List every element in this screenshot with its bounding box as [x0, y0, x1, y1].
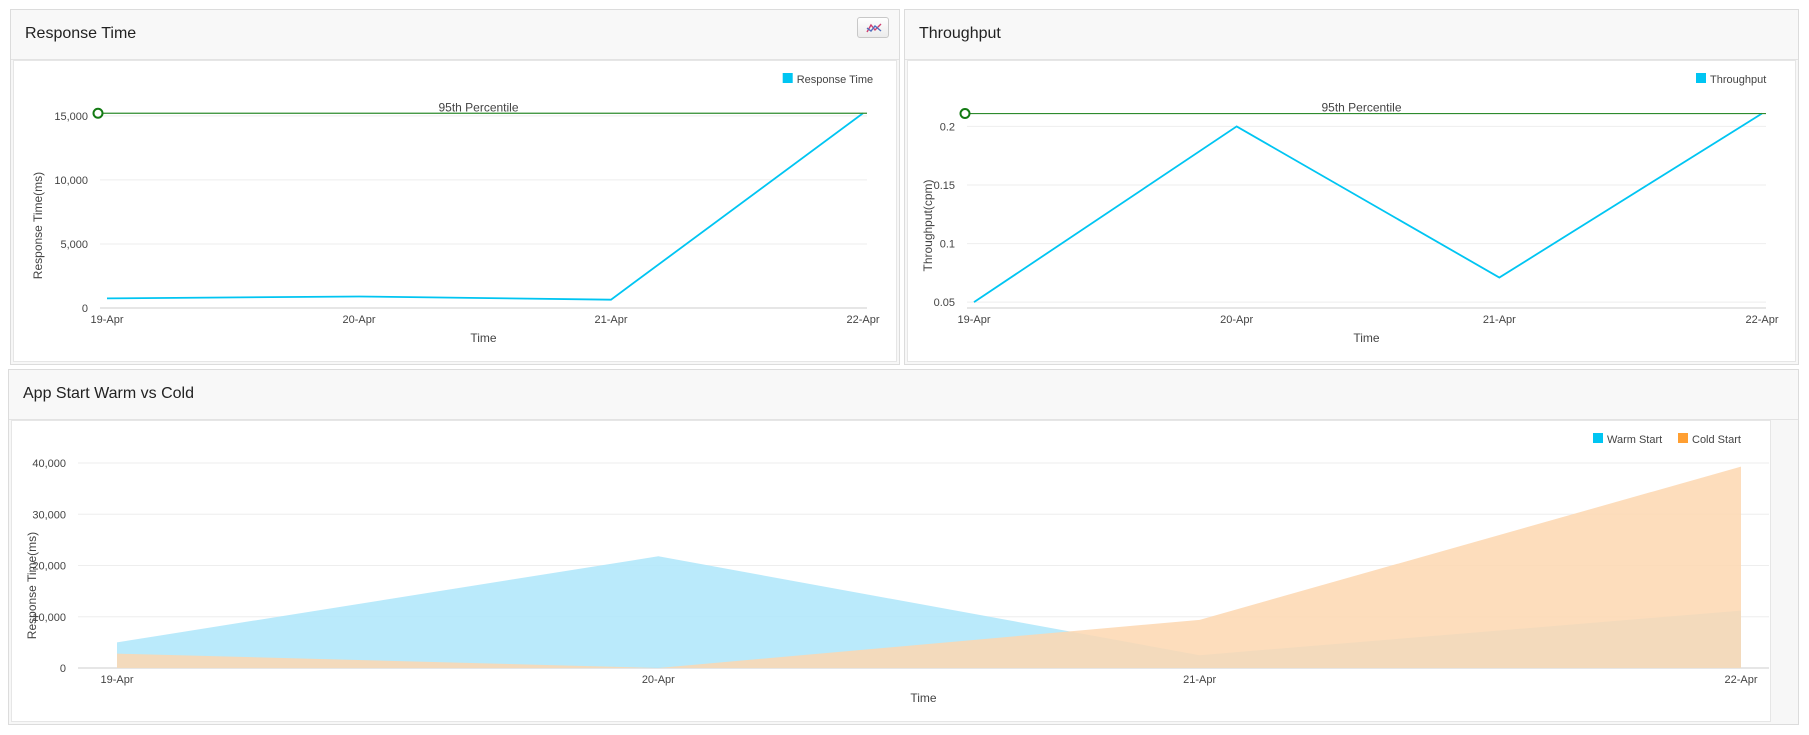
x-tick-label: 19-Apr: [100, 674, 133, 686]
app-start-panel-header: App Start Warm vs Cold: [9, 370, 1798, 420]
y-tick-label: 10,000: [54, 175, 88, 187]
throughput-chart: 0.05 0.1 0.15 0.2 19-Apr 20-Apr 21-Apr 22-Apr Ti…: [921, 73, 1779, 345]
panel-title: Throughput: [919, 25, 1001, 42]
x-axis-title: Time: [1353, 331, 1380, 345]
x-axis-title: Time: [910, 691, 937, 705]
x-axis-title: Time: [470, 331, 497, 345]
x-tick-label: 19-Apr: [957, 314, 990, 326]
y-axis-title: Throughput(cpm): [921, 179, 935, 271]
legend-swatch: [1696, 73, 1706, 83]
line-series-response-time: [106, 112, 864, 301]
panel-title: Response Time: [25, 25, 137, 42]
area-series-cold-start: [117, 466, 1741, 668]
legend-label: Warm Start: [1607, 434, 1662, 446]
percentile-marker: [959, 108, 971, 120]
app-start-chart-area: 0 10,000 20,000 30,000 40,000 19-Apr 20-Apr 21-…: [11, 420, 1771, 722]
percentile-label: 95th Percentile: [438, 100, 518, 114]
y-tick-label: 0.2: [940, 121, 955, 133]
percentile-label: 95th Percentile: [1321, 101, 1401, 115]
panel-title: App Start Warm vs Cold: [23, 385, 195, 402]
x-tick-label: 22-Apr: [1724, 674, 1757, 686]
y-axis-title: Response Time(ms): [31, 172, 45, 279]
legend-swatch: [782, 73, 793, 83]
response-time-panel-header: Response Time: [11, 10, 899, 60]
x-tick-label: 20-Apr: [1220, 314, 1253, 326]
line-series-throughput: [973, 112, 1763, 303]
y-tick-label: 0.15: [934, 180, 955, 192]
response-time-chart-area: 0 5,000 10,000 15,000 19-Apr 20-Apr 21-Apr 22-A…: [13, 60, 897, 362]
legend-swatch: [1593, 433, 1603, 443]
y-tick-label: 5,000: [60, 239, 88, 251]
y-tick-label: 0.1: [940, 239, 955, 251]
legend-label: Response Time: [797, 74, 873, 86]
legend-label: Cold Start: [1692, 434, 1741, 446]
x-tick-label: 19-Apr: [90, 314, 123, 326]
chart-type-toggle-button[interactable]: [857, 17, 889, 38]
x-tick-label: 20-Apr: [642, 674, 675, 686]
x-tick-label: 21-Apr: [594, 314, 627, 326]
y-tick-label: 10,000: [32, 612, 66, 624]
x-tick-label: 21-Apr: [1483, 314, 1516, 326]
y-tick-label: 40,000: [32, 458, 66, 470]
response-time-chart: 0 5,000 10,000 15,000 19-Apr 20-Apr 21-Apr 22-A…: [31, 73, 880, 345]
y-tick-label: 20,000: [32, 561, 66, 573]
throughput-panel: Throughput 0.05 0.1 0.15 0.2 19-Apr 20-Apr 21-…: [904, 9, 1799, 365]
legend-swatch: [1678, 433, 1688, 443]
throughput-panel-header: Throughput: [905, 10, 1798, 60]
y-tick-label: 30,000: [32, 509, 66, 521]
chart-type-icon: [866, 23, 882, 33]
y-tick-label: 0.05: [934, 297, 955, 309]
app-start-panel: App Start Warm vs Cold 0 10,000 20,000 30,0…: [8, 369, 1799, 725]
throughput-chart-area: 0.05 0.1 0.15 0.2 19-Apr 20-Apr 21-Apr 22-Apr Ti…: [907, 60, 1796, 362]
y-tick-label: 15,000: [54, 111, 88, 123]
percentile-marker: [92, 107, 104, 119]
legend-label: Throughput: [1710, 74, 1766, 86]
x-tick-label: 22-Apr: [846, 314, 879, 326]
response-time-panel: Response Time 0 5,000 10,000 15,000 19-Apr 20…: [10, 9, 900, 365]
app-start-chart: 0 10,000 20,000 30,000 40,000 19-Apr 20-Apr 21-…: [25, 433, 1769, 705]
x-tick-label: 21-Apr: [1183, 674, 1216, 686]
x-tick-label: 22-Apr: [1745, 314, 1778, 326]
x-tick-label: 20-Apr: [342, 314, 375, 326]
area-series-warm-start: [117, 556, 1741, 668]
y-tick-label: 0: [82, 303, 88, 315]
y-axis-title: Response Time(ms): [25, 532, 39, 639]
y-tick-label: 0: [60, 663, 66, 675]
